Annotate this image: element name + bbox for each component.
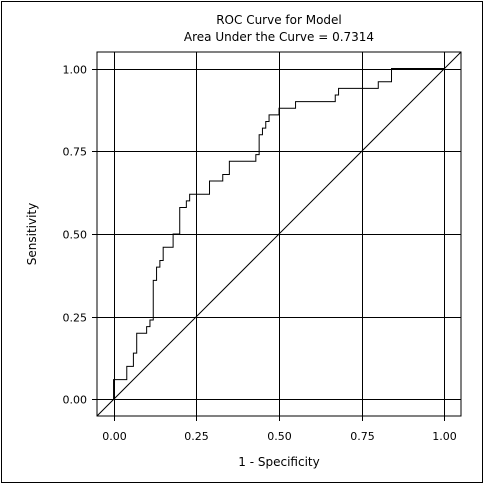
y-tick-label: 0.25 [63,312,88,325]
x-tick-label: 0.00 [102,430,127,443]
x-tick-label: 0.25 [184,430,209,443]
series-layer [96,51,462,417]
x-tick-label: 0.50 [267,430,292,443]
axis-ticks: 0.00 0.25 0.50 0.75 1.00 0.00 0.25 0.50 0.75 1.00 [63,64,457,444]
chart-title: ROC Curve for Model [216,13,342,27]
chart-subtitle: Area Under the Curve = 0.7314 [184,30,374,44]
reference-diagonal-line [96,51,462,417]
y-tick-label: 0.00 [63,394,88,407]
x-tick-label: 0.75 [350,430,375,443]
y-tick-label: 0.50 [63,229,88,242]
y-tick-label: 0.75 [63,146,88,159]
y-tick-label: 1.00 [63,64,88,77]
x-tick-label: 1.00 [432,430,457,443]
x-axis-label: 1 - Specificity [238,455,319,469]
y-axis-label: Sensitivity [25,203,39,265]
roc-curve-line [113,68,445,400]
